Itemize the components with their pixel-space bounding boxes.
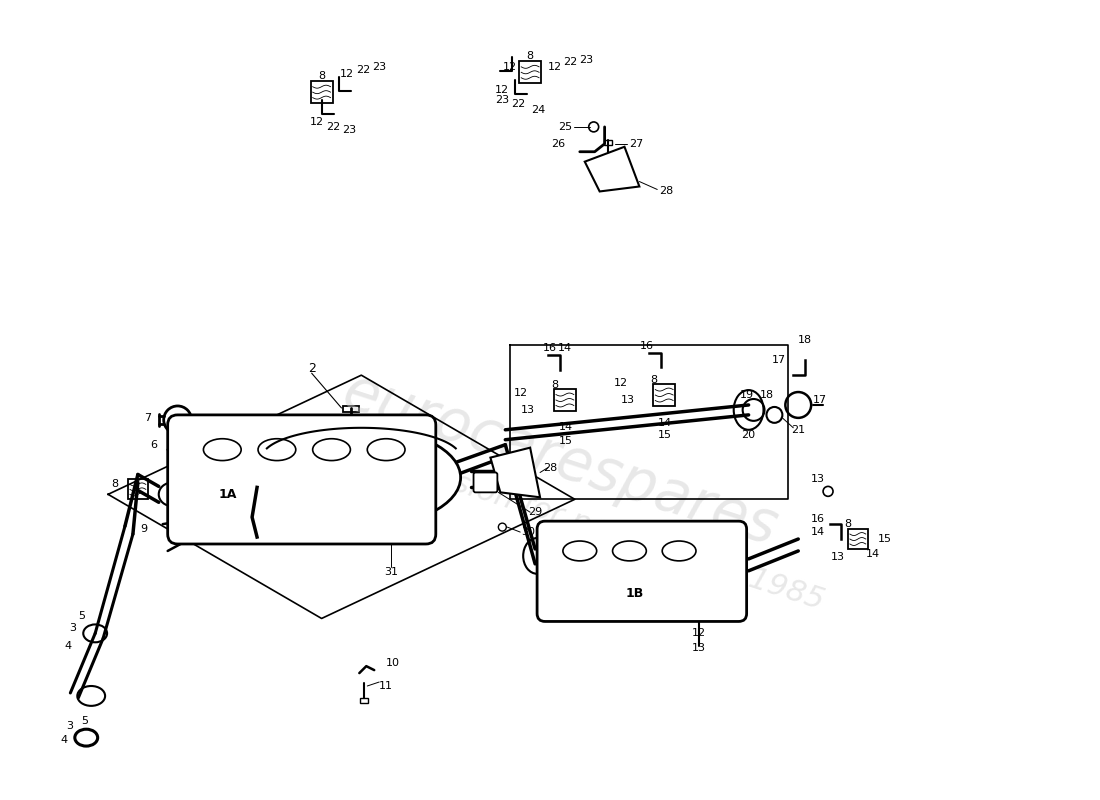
Text: 8: 8 <box>845 519 851 529</box>
Text: 21: 21 <box>791 425 805 434</box>
Bar <box>128 479 147 499</box>
Text: 12: 12 <box>503 62 517 72</box>
Text: 16: 16 <box>640 342 654 351</box>
Text: 11: 11 <box>379 681 393 691</box>
Text: 5: 5 <box>78 611 86 622</box>
Text: 12: 12 <box>340 70 353 79</box>
Text: 27: 27 <box>629 138 644 149</box>
Ellipse shape <box>84 625 107 642</box>
Text: 8: 8 <box>527 51 534 62</box>
Ellipse shape <box>158 482 187 506</box>
Bar <box>554 389 575 411</box>
Text: 14: 14 <box>559 422 573 432</box>
Ellipse shape <box>75 729 98 746</box>
Text: 19: 19 <box>739 390 754 400</box>
Ellipse shape <box>77 686 106 706</box>
Text: 14: 14 <box>658 418 672 428</box>
Text: 12: 12 <box>514 388 528 398</box>
Text: 7: 7 <box>144 413 151 423</box>
Text: 13: 13 <box>830 552 845 562</box>
Text: 20: 20 <box>741 430 756 440</box>
Text: 23: 23 <box>495 95 509 105</box>
Text: 13: 13 <box>692 643 706 654</box>
Text: 22: 22 <box>512 99 526 109</box>
Text: 22: 22 <box>327 122 341 132</box>
Text: 1B: 1B <box>625 587 644 600</box>
Text: 8: 8 <box>111 479 118 490</box>
Text: 12: 12 <box>309 117 323 127</box>
Text: 24: 24 <box>531 105 546 115</box>
Text: 3: 3 <box>66 721 74 730</box>
Text: 30: 30 <box>521 527 536 537</box>
Text: 15: 15 <box>559 436 573 446</box>
Text: 28: 28 <box>659 186 673 197</box>
Ellipse shape <box>734 390 763 430</box>
Text: 31: 31 <box>384 566 398 577</box>
Text: 29: 29 <box>528 507 542 518</box>
Circle shape <box>823 486 833 496</box>
Text: 13: 13 <box>620 395 635 405</box>
Text: 15: 15 <box>878 534 892 544</box>
Bar <box>310 82 332 103</box>
Text: 4: 4 <box>60 734 67 745</box>
Text: 3: 3 <box>69 623 76 634</box>
Text: 26: 26 <box>551 138 565 149</box>
Text: 9: 9 <box>141 524 147 534</box>
Text: 18: 18 <box>799 335 813 346</box>
Bar <box>604 140 612 145</box>
Text: 17: 17 <box>813 395 827 405</box>
FancyBboxPatch shape <box>473 473 497 492</box>
Text: 16: 16 <box>543 343 557 354</box>
Text: 8: 8 <box>318 71 326 82</box>
Text: 4: 4 <box>64 642 72 651</box>
Text: 25: 25 <box>558 122 572 132</box>
Text: 2: 2 <box>308 362 316 374</box>
Text: 23: 23 <box>342 125 356 135</box>
Text: 12: 12 <box>548 62 562 72</box>
Text: 17: 17 <box>771 355 785 366</box>
Polygon shape <box>491 448 540 498</box>
Polygon shape <box>108 375 575 618</box>
Text: 13: 13 <box>521 405 535 415</box>
Text: 8: 8 <box>551 380 559 390</box>
Text: 13: 13 <box>811 474 825 485</box>
Text: 22: 22 <box>563 58 578 67</box>
Bar <box>653 384 675 406</box>
Text: a passion for parts, since 1985: a passion for parts, since 1985 <box>372 442 828 616</box>
FancyBboxPatch shape <box>537 521 747 622</box>
Text: 12: 12 <box>495 85 509 95</box>
Circle shape <box>588 122 598 132</box>
Text: 1A: 1A <box>218 488 236 501</box>
Ellipse shape <box>75 730 97 746</box>
Text: 6: 6 <box>151 440 157 450</box>
Ellipse shape <box>250 479 270 495</box>
FancyBboxPatch shape <box>167 415 436 544</box>
Ellipse shape <box>262 428 461 527</box>
Text: 10: 10 <box>386 658 400 668</box>
Text: 18: 18 <box>759 390 773 400</box>
Bar <box>519 62 541 83</box>
Bar <box>343 406 360 412</box>
Bar <box>361 698 368 703</box>
Text: 14: 14 <box>558 343 572 354</box>
Text: 12: 12 <box>692 628 706 638</box>
Text: 14: 14 <box>866 549 880 559</box>
Text: 15: 15 <box>658 430 672 440</box>
Text: 16: 16 <box>811 514 825 524</box>
Text: 22: 22 <box>356 66 371 75</box>
Text: 8: 8 <box>651 375 658 385</box>
Text: 23: 23 <box>579 55 593 66</box>
Text: 5: 5 <box>81 716 88 726</box>
Text: 23: 23 <box>372 62 386 72</box>
Text: 12: 12 <box>614 378 627 388</box>
Text: 28: 28 <box>543 462 557 473</box>
Text: eurocarespares: eurocarespares <box>336 362 784 557</box>
Ellipse shape <box>524 538 551 574</box>
Ellipse shape <box>488 470 513 490</box>
Circle shape <box>498 523 506 531</box>
Text: 14: 14 <box>811 527 825 537</box>
Bar <box>848 529 868 549</box>
Polygon shape <box>585 146 639 191</box>
